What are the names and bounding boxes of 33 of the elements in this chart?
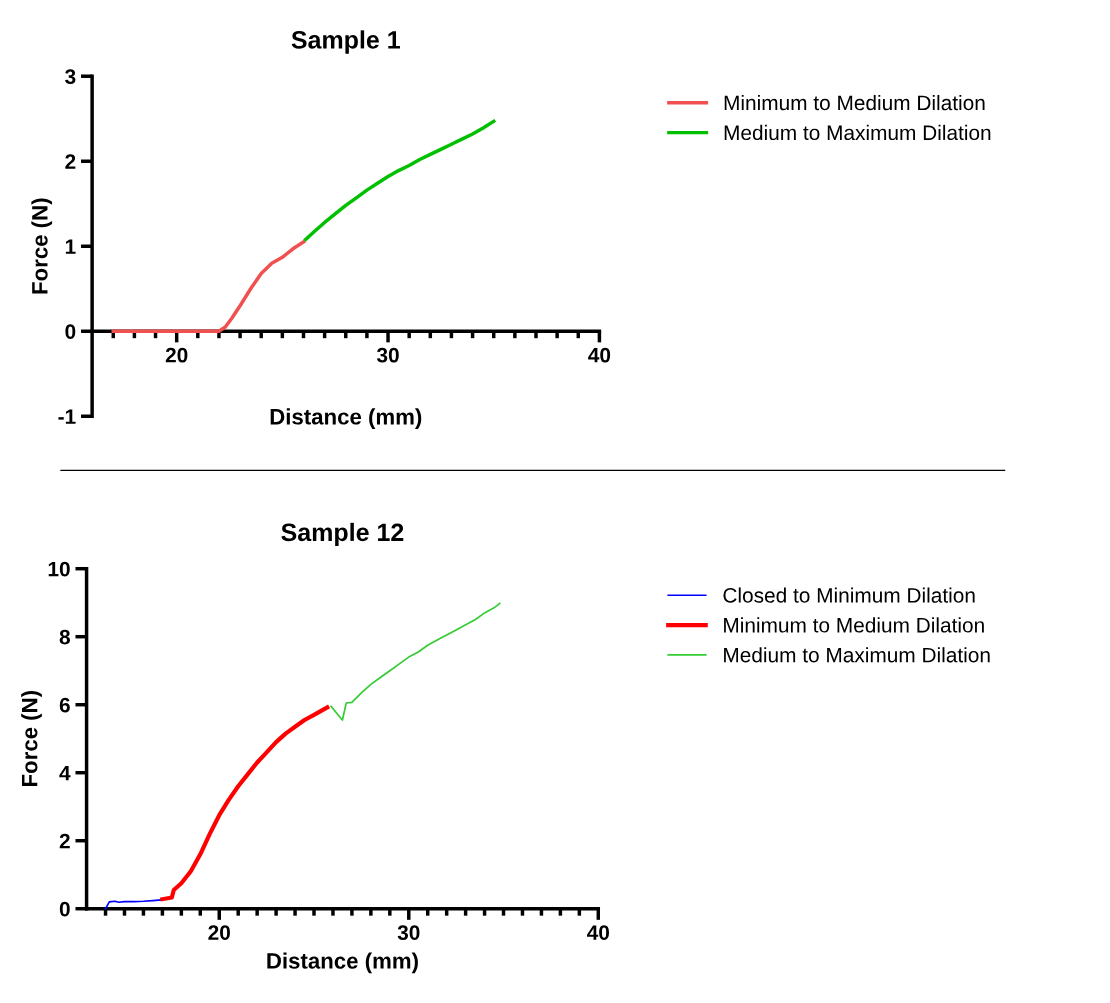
line-series <box>160 705 330 902</box>
y-tick-label: 1 <box>65 239 76 254</box>
legend-label: Medium to Maximum Dilation <box>724 124 991 141</box>
x-tick-label: 30 <box>376 347 399 363</box>
y-tick-label: 6 <box>59 697 70 713</box>
line-series <box>104 899 162 910</box>
y-tick-label: 3 <box>65 69 76 85</box>
legend-label: Minimum to Medium Dilation <box>724 94 985 111</box>
x-tick-label: 20 <box>208 925 230 940</box>
y-tick-label: 4 <box>59 765 71 781</box>
y-axis-title: Force (N) <box>21 691 42 786</box>
y-axis-title: Force (N) <box>31 198 53 294</box>
legend-label: Closed to Minimum Dilation <box>723 587 975 603</box>
line-series <box>303 119 496 242</box>
x-axis-title: Distance (mm) <box>267 952 418 974</box>
x-tick-label: 30 <box>397 925 420 941</box>
y-tick-label: 2 <box>65 154 76 169</box>
line-series <box>330 602 501 721</box>
x-tick-label: 40 <box>588 347 611 363</box>
y-tick-label: -1 <box>58 409 76 424</box>
legend-label: Minimum to Medium Dilation <box>724 617 984 633</box>
legend-label: Medium to Maximum Dilation <box>724 647 990 663</box>
y-tick-label: 0 <box>65 324 76 339</box>
chart-title: Sample 1 <box>291 30 400 54</box>
line-series <box>111 240 306 333</box>
x-tick-label: 20 <box>165 347 188 363</box>
y-tick-label: 8 <box>59 629 70 645</box>
y-tick-label: 0 <box>59 901 70 917</box>
x-axis-title: Distance (mm) <box>270 408 422 430</box>
chart-title: Sample 12 <box>281 522 404 547</box>
y-tick-label: 10 <box>48 561 70 577</box>
y-tick-label: 2 <box>59 833 70 849</box>
x-tick-label: 40 <box>587 925 610 940</box>
